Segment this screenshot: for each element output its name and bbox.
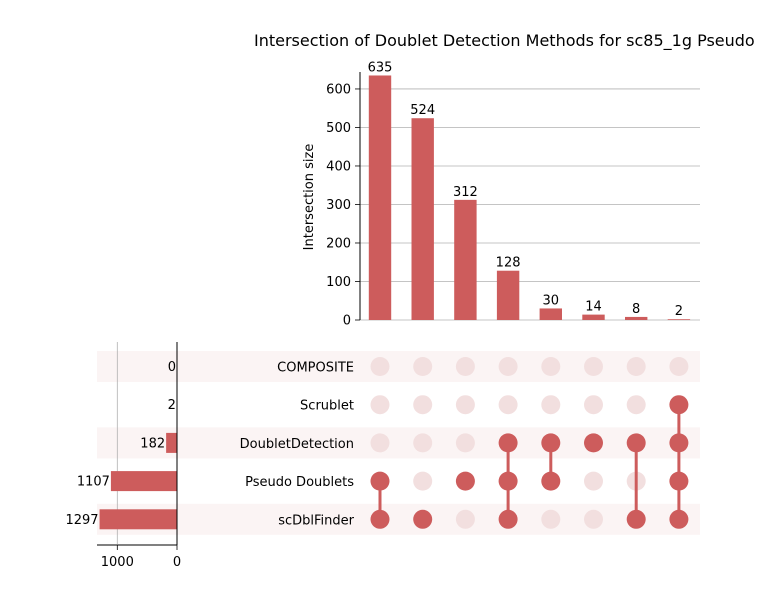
y-tick-label: 100 <box>326 275 351 290</box>
bar-value-label: 8 <box>632 302 640 317</box>
matrix-dot-active <box>626 433 646 453</box>
matrix-dot-inactive <box>669 357 689 376</box>
matrix-dot-inactive <box>541 357 561 376</box>
matrix-dot-inactive <box>498 395 518 415</box>
matrix-dot-active <box>413 509 433 529</box>
bar-value-label: 635 <box>368 60 393 75</box>
matrix-dot-active <box>370 509 390 529</box>
y-tick-label: 500 <box>326 121 351 136</box>
matrix-dot-active <box>669 433 689 453</box>
matrix-dot-inactive <box>626 395 646 415</box>
matrix-dot-active <box>669 471 689 491</box>
intersection-bar <box>582 314 605 320</box>
set-name-label: DoubletDetection <box>240 437 354 452</box>
y-tick-label: 600 <box>326 82 351 97</box>
matrix-dot-active <box>455 471 475 491</box>
intersection-gridlines <box>360 88 700 321</box>
matrix-dot-inactive <box>584 357 603 376</box>
matrix-dot-inactive <box>413 395 433 415</box>
set-size-tick-label: 0 <box>173 555 181 570</box>
y-tick-label: 200 <box>326 236 351 251</box>
set-size-bar <box>166 432 177 453</box>
bar-value-label: 312 <box>453 185 478 200</box>
matrix-dot-active <box>541 433 561 453</box>
matrix-dot-inactive <box>541 395 561 415</box>
intersection-bars: 635 524 312 128 30 14 8 2 <box>368 60 691 321</box>
intersection-bar <box>411 118 434 321</box>
intersection-bar <box>454 199 477 320</box>
y-tick-label: 300 <box>326 198 351 213</box>
matrix-dot-active <box>669 509 689 529</box>
intersection-bar <box>496 270 520 320</box>
matrix-row-shading <box>97 351 700 535</box>
set-name-label: Scrublet <box>300 399 354 414</box>
set-size-label: 0 <box>168 360 176 375</box>
matrix-dot-active <box>541 471 561 491</box>
matrix-dot-inactive <box>370 357 390 376</box>
matrix-dot-inactive <box>370 395 390 415</box>
matrix-dot-inactive <box>413 433 433 453</box>
intersection-bar <box>625 316 648 320</box>
intersection-bar <box>539 308 562 320</box>
matrix-dot-active <box>626 509 646 529</box>
row-shade <box>97 427 700 459</box>
chart-title: Intersection of Doublet Detection Method… <box>254 31 755 51</box>
y-tick-label: 0 <box>343 314 351 329</box>
bar-value-label: 128 <box>496 256 521 271</box>
row-shade <box>97 503 700 535</box>
matrix-dot-active <box>584 433 603 453</box>
bar-value-label: 524 <box>410 103 435 118</box>
set-size-label: 1297 <box>65 513 98 528</box>
matrix-dot-active <box>370 471 390 491</box>
membership-matrix: COMPOSITE Scrublet DoubletDetection Pseudo … <box>240 357 689 529</box>
set-size-label: 1107 <box>77 475 110 490</box>
axes: 0 100 200 300 400 500 600 <box>326 72 361 329</box>
bar-value-label: 2 <box>675 304 683 319</box>
set-name-label: Pseudo Doublets <box>245 475 354 490</box>
matrix-dot-active <box>498 471 518 491</box>
set-size-label: 2 <box>168 398 176 413</box>
y-axis-label: Intersection size <box>302 144 317 251</box>
matrix-dot-inactive <box>455 433 475 453</box>
matrix-dot-inactive <box>584 395 603 415</box>
intersection-bar <box>368 75 392 320</box>
set-name-label: scDblFinder <box>278 513 354 528</box>
matrix-dot-active <box>498 509 518 529</box>
matrix-dot-inactive <box>584 471 603 491</box>
intersection-bar <box>667 319 691 320</box>
matrix-dot-inactive <box>455 509 475 529</box>
set-size-label: 182 <box>140 436 165 451</box>
set-size-bars: 0 2 182 1107 1297 1000 0 <box>65 342 181 570</box>
set-size-bar <box>110 471 177 492</box>
set-name-label: COMPOSITE <box>277 361 354 376</box>
matrix-dot-inactive <box>455 357 475 376</box>
matrix-dot-inactive <box>413 471 433 491</box>
matrix-dot-inactive <box>413 357 433 376</box>
bar-value-label: 30 <box>543 293 560 308</box>
y-tick-label: 400 <box>326 159 351 174</box>
matrix-dot-inactive <box>498 357 518 376</box>
matrix-dot-active <box>669 395 689 415</box>
matrix-dot-inactive <box>626 357 646 376</box>
set-size-bar <box>99 509 177 530</box>
matrix-dot-inactive <box>541 509 561 529</box>
matrix-dot-active <box>498 433 518 453</box>
set-size-tick-label: 1000 <box>101 555 134 570</box>
row-shade <box>97 351 700 382</box>
matrix-dot-inactive <box>370 433 390 453</box>
matrix-dot-inactive <box>455 395 475 415</box>
bar-value-label: 14 <box>585 300 602 315</box>
matrix-dot-inactive <box>584 509 603 529</box>
